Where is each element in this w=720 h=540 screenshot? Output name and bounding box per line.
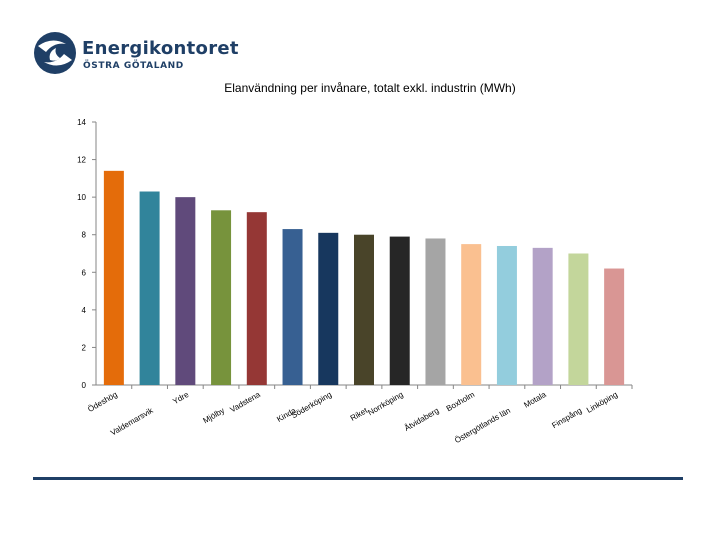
bar-11 xyxy=(496,245,517,385)
y-tick-label: 8 xyxy=(82,231,87,240)
logo-name: Energikontoret xyxy=(82,38,239,59)
category-label-8: Norrköping xyxy=(366,390,404,417)
y-tick-label: 14 xyxy=(77,118,86,127)
category-label-11: Östergötlands län xyxy=(453,406,512,445)
bar-13 xyxy=(568,253,589,385)
category-label-6: Söderköping xyxy=(290,390,333,420)
bar-6 xyxy=(318,232,339,385)
y-tick-label: 10 xyxy=(77,193,86,202)
bar-8 xyxy=(389,236,410,385)
category-label-10: Boxholm xyxy=(445,390,477,414)
category-label-14: Linköping xyxy=(585,390,619,415)
bar-2 xyxy=(175,197,196,385)
category-label-12: Motala xyxy=(522,390,548,410)
category-label-2: Ydre xyxy=(171,390,191,407)
bar-3 xyxy=(211,210,232,385)
chart-bars xyxy=(103,170,625,385)
swirl-logo-icon xyxy=(34,32,76,74)
bar-12 xyxy=(532,247,553,385)
logo-subtitle: ÖSTRA GÖTALAND xyxy=(83,61,184,71)
logo: Energikontoret ÖSTRA GÖTALAND xyxy=(32,28,262,78)
category-label-0: Ödeshög xyxy=(86,390,119,414)
bar-1 xyxy=(139,191,160,385)
bar-5 xyxy=(282,229,303,385)
y-tick-label: 4 xyxy=(82,306,87,315)
category-label-13: Finspång xyxy=(550,406,583,430)
category-label-1: Valdemarsvik xyxy=(109,405,155,437)
y-tick-label: 12 xyxy=(77,156,86,165)
y-tick-label: 6 xyxy=(82,268,87,277)
category-label-9: Åtvidaberg xyxy=(403,406,441,433)
category-label-3: Mjölby xyxy=(202,406,227,425)
footer-divider xyxy=(33,477,683,480)
bar-10 xyxy=(461,244,482,385)
bar-0 xyxy=(103,170,124,385)
category-label-7: Riket xyxy=(349,406,370,423)
category-label-4: Vadstena xyxy=(229,390,263,415)
bar-chart: Elanvändning per invånare, totalt exkl. … xyxy=(77,81,633,445)
bar-14 xyxy=(604,268,625,385)
y-tick-label: 2 xyxy=(82,343,87,352)
bar-4 xyxy=(246,212,267,385)
bar-7 xyxy=(354,234,374,385)
y-tick-label: 0 xyxy=(82,381,87,390)
chart-category-labels: ÖdeshögValdemarsvikYdreMjölbyVadstenaKin… xyxy=(86,390,619,445)
chart-title: Elanvändning per invånare, totalt exkl. … xyxy=(224,81,515,95)
bar-9 xyxy=(425,238,446,385)
